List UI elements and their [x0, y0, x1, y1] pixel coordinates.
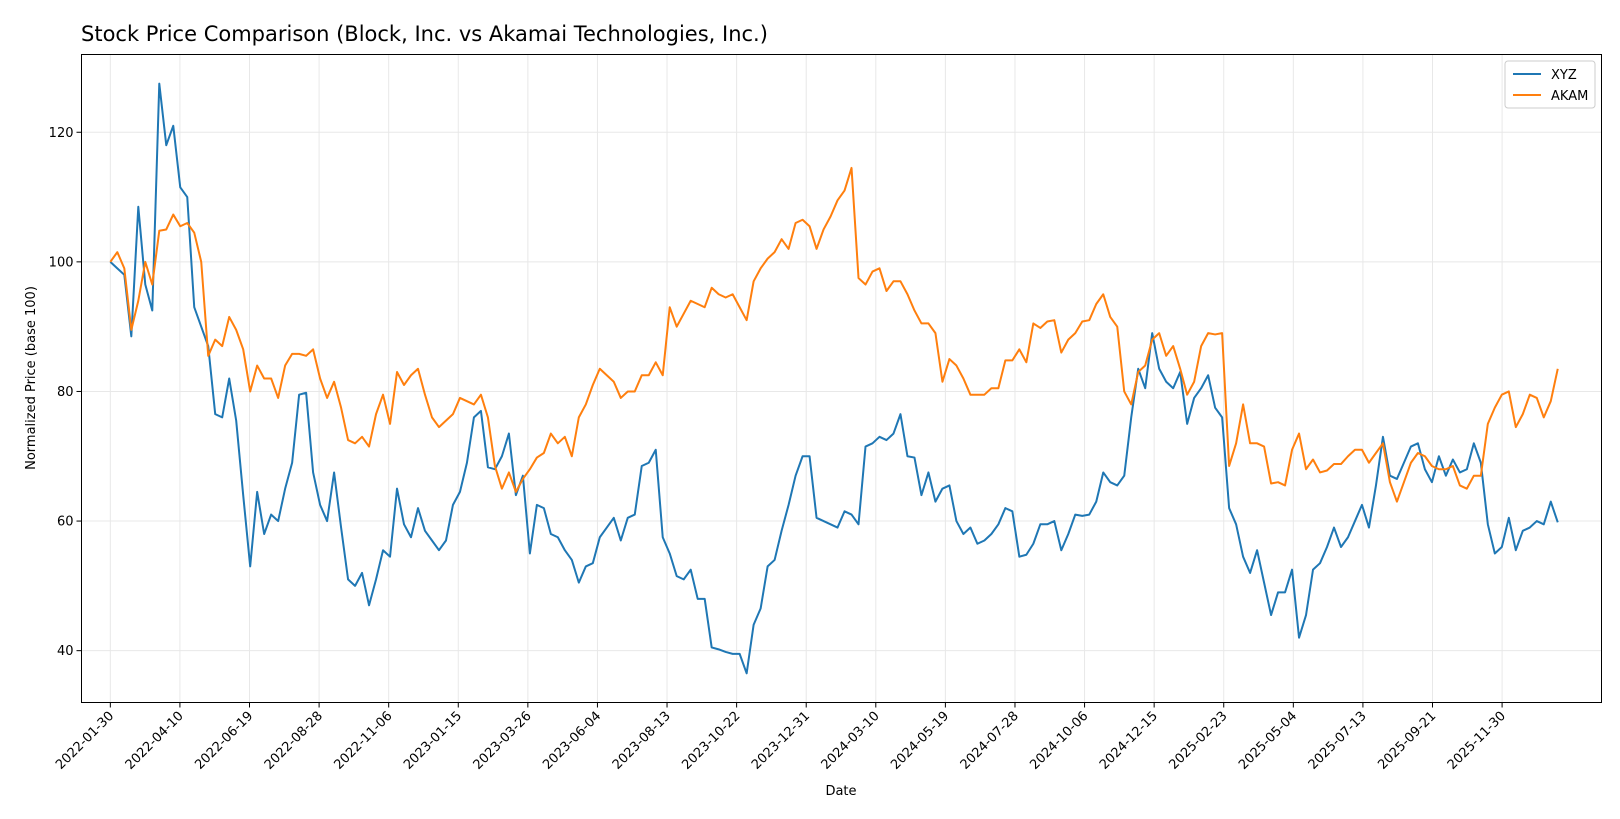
legend-label-xyz: XYZ: [1551, 68, 1577, 83]
y-tick-label: 100: [49, 255, 74, 270]
y-axis: 40 60 80 100 120: [49, 126, 82, 659]
chart-title: Stock Price Comparison (Block, Inc. vs A…: [81, 22, 768, 46]
legend-box: [1504, 60, 1596, 109]
grid: [81, 54, 1602, 703]
y-tick-label: 60: [57, 515, 74, 530]
series-layer: [109, 82, 1559, 675]
y-tick-label: 40: [57, 644, 74, 659]
y-tick-label: 120: [49, 126, 74, 141]
series-line-xyz: [109, 82, 1559, 675]
y-tick-label: 80: [57, 385, 74, 400]
legend: XYZ AKAM: [1504, 60, 1596, 109]
plot-frame: [81, 54, 1602, 703]
y-axis-label: Normalized Price (base 100): [24, 286, 39, 470]
legend-label-akam: AKAM: [1551, 89, 1588, 104]
x-axis-label: Date: [825, 784, 856, 799]
series-line-akam: [109, 166, 1559, 503]
